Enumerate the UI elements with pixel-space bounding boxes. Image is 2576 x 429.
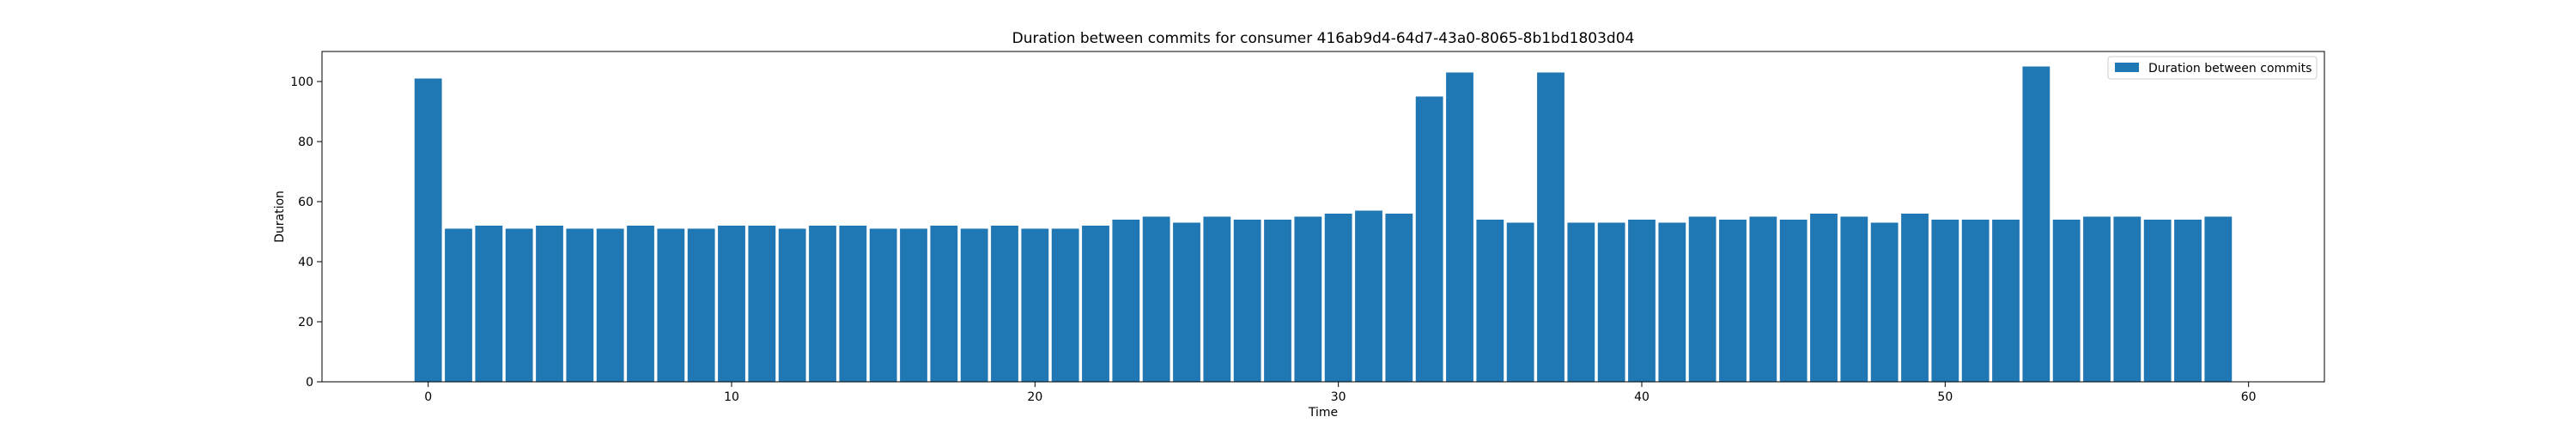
y-tick-label: 20 xyxy=(298,316,313,329)
x-axis-label: Time xyxy=(1308,406,1338,420)
bar xyxy=(1537,72,1564,382)
bar xyxy=(1992,220,2020,382)
bar xyxy=(839,226,867,382)
bar xyxy=(627,226,654,382)
bar xyxy=(2113,216,2142,382)
bar xyxy=(1142,216,1170,382)
bar xyxy=(1506,222,1534,382)
bar xyxy=(1961,220,1990,382)
bar xyxy=(1264,220,1291,382)
bar xyxy=(1597,222,1625,382)
bar xyxy=(414,78,442,382)
bar xyxy=(1901,214,1929,382)
bar xyxy=(2174,220,2202,382)
legend-box xyxy=(2107,56,2318,80)
y-tick-label: 80 xyxy=(298,136,313,149)
bar xyxy=(2143,220,2172,382)
bar xyxy=(1415,96,1443,382)
bar xyxy=(1931,220,1959,382)
bar xyxy=(1749,216,1777,382)
chart-title: Duration between commits for consumer 41… xyxy=(1012,30,1635,47)
bar xyxy=(1021,228,1049,382)
bar xyxy=(1658,222,1686,382)
bar xyxy=(1112,220,1140,382)
bar xyxy=(991,226,1018,382)
bar xyxy=(869,228,897,382)
x-tick-label: 0 xyxy=(424,390,432,404)
y-tick-label: 40 xyxy=(298,256,313,269)
bar xyxy=(1355,210,1382,382)
bar xyxy=(657,228,685,382)
bar xyxy=(1567,222,1595,382)
bar xyxy=(1446,72,1473,382)
bar xyxy=(809,226,836,382)
bar xyxy=(1719,220,1747,382)
bar xyxy=(475,226,503,382)
y-tick-label: 60 xyxy=(298,196,313,209)
x-tick-label: 50 xyxy=(1937,390,1953,404)
legend-swatch xyxy=(2115,63,2139,72)
bar xyxy=(1051,228,1079,382)
bar xyxy=(505,228,533,382)
bar xyxy=(2204,216,2233,382)
y-tick-label: 100 xyxy=(290,76,313,89)
bar xyxy=(1476,220,1504,382)
x-tick-label: 30 xyxy=(1331,390,1346,404)
x-tick-label: 20 xyxy=(1027,390,1042,404)
bar xyxy=(1840,216,1868,382)
bar xyxy=(1233,220,1261,382)
bar xyxy=(2052,220,2081,382)
bar xyxy=(1173,222,1200,382)
bar-series xyxy=(414,66,2233,382)
bar xyxy=(1294,216,1322,382)
bar xyxy=(596,228,624,382)
plot-frame xyxy=(321,51,2325,383)
bar xyxy=(930,226,958,382)
bar xyxy=(445,228,472,382)
bar xyxy=(1385,214,1413,382)
bar xyxy=(1203,216,1231,382)
bar xyxy=(536,226,563,382)
bar xyxy=(1324,214,1352,382)
x-tick-label: 60 xyxy=(2241,390,2257,404)
x-axis-ticks: 0 10 20 30 40 50 60 xyxy=(424,382,2257,404)
bar xyxy=(778,228,806,382)
y-tick-label: 0 xyxy=(306,376,313,390)
x-tick-label: 10 xyxy=(724,390,739,404)
bar xyxy=(566,228,594,382)
bar xyxy=(960,228,988,382)
bar xyxy=(2022,66,2050,382)
bar xyxy=(2083,216,2111,382)
y-axis-ticks: 0 20 40 60 80 100 xyxy=(290,76,322,390)
x-tick-label: 40 xyxy=(1634,390,1649,404)
y-axis-label: Duration xyxy=(273,190,287,243)
bar xyxy=(748,226,776,382)
bar xyxy=(1628,220,1656,382)
bar xyxy=(718,226,745,382)
bar xyxy=(900,228,927,382)
bar xyxy=(1688,216,1716,382)
bar xyxy=(1779,220,1807,382)
bar xyxy=(1870,222,1899,382)
bar xyxy=(1082,226,1109,382)
legend: Duration between commits xyxy=(2107,56,2318,80)
bar xyxy=(687,228,715,382)
bar xyxy=(1810,214,1838,382)
legend-label: Duration between commits xyxy=(2148,62,2312,76)
